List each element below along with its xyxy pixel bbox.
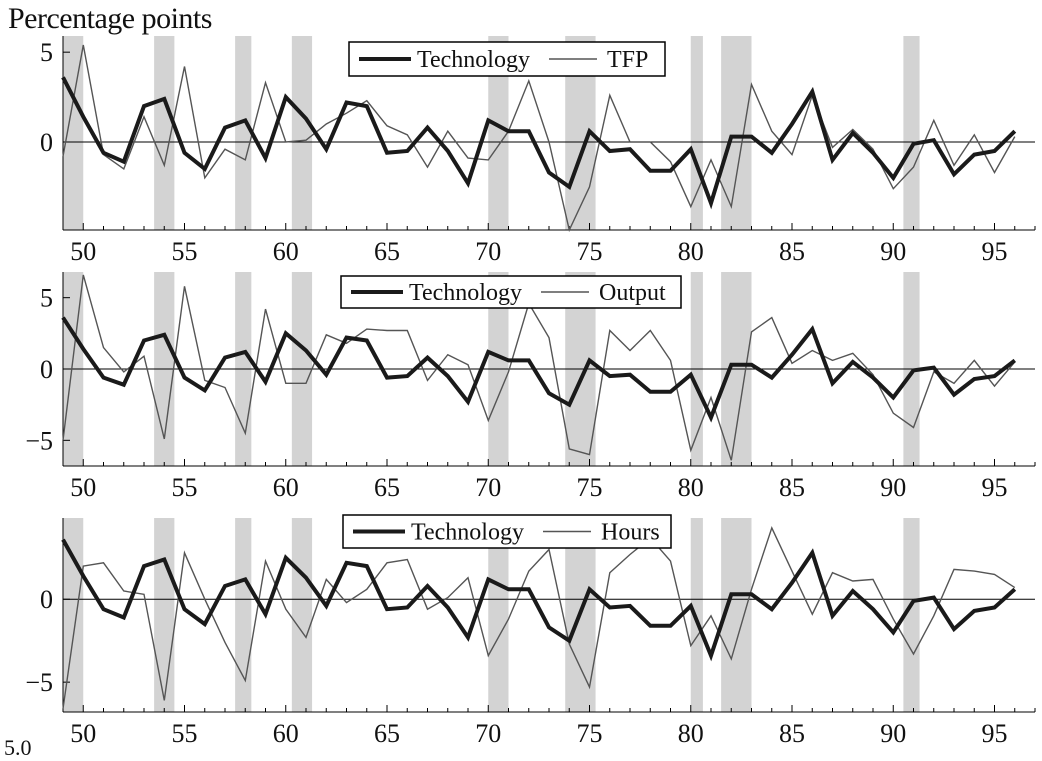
y-tick-label: 5	[40, 38, 53, 67]
x-tick-label: 95	[982, 719, 1008, 748]
x-tick-label: 95	[982, 237, 1008, 266]
legend-label-technology: Technology	[409, 280, 522, 306]
recession-band-9	[903, 36, 920, 230]
x-tick-label: 85	[779, 237, 805, 266]
x-tick-label: 80	[678, 473, 704, 502]
panel-3: −5 0 50 55 60 65 70 75 80 85 90 95 Technology Hours	[25, 514, 1036, 748]
x-tick-label: 60	[273, 719, 299, 748]
x-tick-label: 50	[70, 473, 96, 502]
x-tick-label: 50	[70, 237, 96, 266]
legend: Technology Hours	[342, 514, 672, 549]
recession-band-3	[235, 518, 252, 712]
page-title: Percentage points	[8, 2, 212, 35]
x-tick-label: 80	[678, 237, 704, 266]
y-tick-label: 5	[40, 284, 53, 313]
x-tick-label: 80	[678, 719, 704, 748]
x-tick-label: 70	[475, 473, 501, 502]
legend-label-technology: Technology	[411, 520, 524, 546]
recession-band-4	[291, 36, 313, 230]
x-tick-label: 75	[577, 237, 603, 266]
x-tick-label: 65	[374, 237, 400, 266]
x-tick-label: 70	[475, 237, 501, 266]
x-tick-label: 95	[982, 473, 1008, 502]
y-tick-label: 0	[40, 585, 53, 614]
series-line-technology	[61, 76, 1017, 210]
x-tick-label: 55	[172, 719, 198, 748]
recession-band-8	[721, 36, 752, 230]
series-line-technology	[61, 316, 1017, 423]
legend: Technology TFP	[348, 41, 666, 77]
x-tick-label: 75	[577, 473, 603, 502]
x-tick-label: 90	[880, 237, 906, 266]
recession-band-3	[235, 36, 252, 230]
x-tick-label: 90	[880, 473, 906, 502]
x-tick-label: 60	[273, 237, 299, 266]
cut-off-tick-label: 5.0	[4, 735, 32, 760]
x-tick-label: 55	[172, 237, 198, 266]
panel-2: −5 0 5 50 55 60 65 70 75 80 85 90 95 Technology Output	[25, 272, 1036, 502]
legend-label-output: Output	[599, 280, 666, 306]
y-tick-label: −5	[25, 426, 53, 455]
recession-band-9	[903, 518, 920, 712]
series-line-hours	[62, 526, 1016, 709]
recession-band-5	[488, 518, 509, 712]
recession-band-5	[488, 36, 509, 230]
x-tick-label: 70	[475, 719, 501, 748]
legend-label-hours: Hours	[601, 520, 660, 546]
panel-1: 0 5 50 55 60 65 70 75 80 85 90 95 Technology TFP	[40, 36, 1036, 266]
x-tick-label: 90	[880, 719, 906, 748]
recession-band-2	[154, 518, 175, 712]
y-tick-label: 0	[40, 128, 53, 157]
y-tick-label: −5	[25, 668, 53, 697]
recession-band-2	[154, 36, 175, 230]
x-tick-label: 50	[70, 719, 96, 748]
series-line-tfp	[62, 44, 1016, 233]
recession-band-4	[291, 518, 313, 712]
series-line-output	[62, 274, 1016, 461]
x-tick-label: 65	[374, 719, 400, 748]
recession-band-7	[690, 36, 703, 230]
recession-band-7	[690, 518, 703, 712]
legend-label-tfp: TFP	[607, 47, 648, 73]
x-tick-label: 55	[172, 473, 198, 502]
y-tick-label: 0	[40, 355, 53, 384]
x-tick-label: 85	[779, 719, 805, 748]
x-tick-label: 85	[779, 473, 805, 502]
x-tick-label: 60	[273, 473, 299, 502]
x-tick-label: 65	[374, 473, 400, 502]
legend-label-technology: Technology	[417, 47, 530, 73]
legend: Technology Output	[340, 275, 682, 309]
x-tick-label: 75	[577, 719, 603, 748]
series-line-technology	[61, 538, 1017, 662]
